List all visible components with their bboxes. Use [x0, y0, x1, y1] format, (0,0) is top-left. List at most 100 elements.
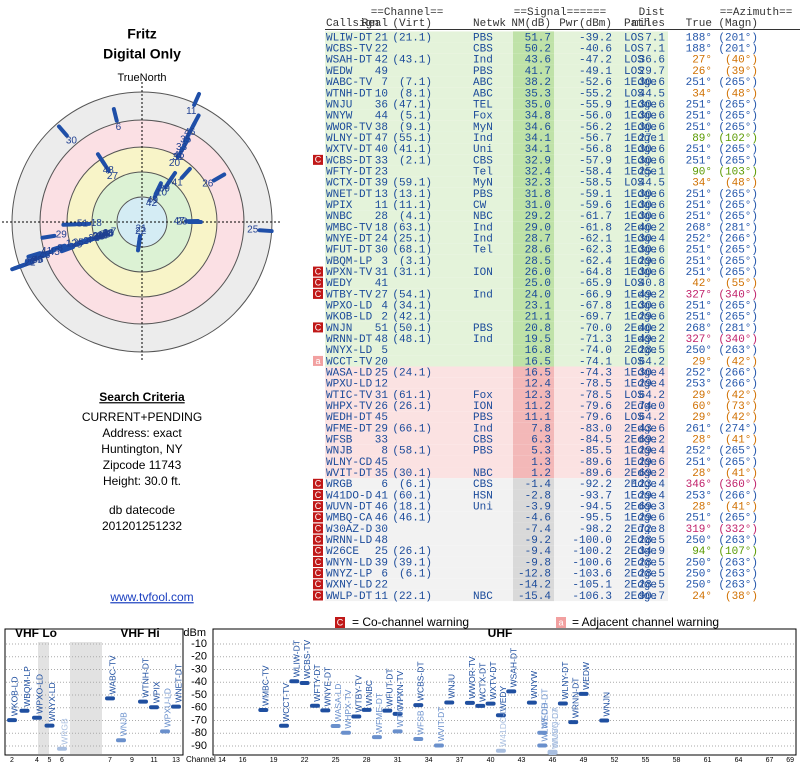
db-label: db datecode [109, 503, 175, 517]
station-label: WLNY-CD [539, 703, 549, 742]
column-header: Real [362, 18, 388, 30]
criteria: Address: exact [102, 426, 182, 440]
cell: -15.4 [518, 591, 551, 603]
row-bg [325, 445, 668, 456]
x-tick-label: 34 [425, 757, 433, 764]
station-label: WPXO-LD [34, 674, 44, 714]
station-label: WFSB [416, 710, 426, 735]
warning-mark: a [315, 356, 320, 366]
warning-mark: C [315, 557, 322, 567]
signal-mark [57, 747, 67, 751]
signal-mark [279, 724, 289, 728]
y-tick-label: -60 [191, 702, 207, 714]
y-tick-label: -30 [191, 663, 207, 675]
signal-mark [568, 720, 578, 724]
signal-mark [258, 708, 268, 712]
channel-label: 46 [184, 127, 196, 138]
signal-mark [341, 731, 351, 735]
warning-mark: C [315, 546, 322, 556]
column-header: (Virt) [392, 18, 432, 30]
station-label: WRNN-DT [570, 678, 580, 719]
x-tick-label: 58 [673, 757, 681, 764]
channel-label: 51 [77, 219, 89, 230]
station-label: WSAH-DT [508, 648, 518, 688]
x-tick-label: 43 [518, 757, 526, 764]
cell: 90.7 [639, 591, 665, 603]
warning-mark: C [315, 568, 322, 578]
x-tick-label: 31 [394, 757, 402, 764]
link[interactable]: www.tvfool.com [109, 590, 193, 604]
warning-mark: C [315, 289, 322, 299]
station-label: WASA-LD [333, 684, 343, 722]
warning-mark: C [315, 322, 322, 332]
station-label: WNYX-LD [47, 682, 57, 721]
vhf-lo-label: VHF Lo [15, 626, 57, 640]
signal-bar [138, 238, 140, 250]
criteria: Height: 30.0 ft. [103, 474, 181, 488]
station-label: WEDW [581, 662, 591, 690]
x-label: Channel [186, 755, 216, 764]
station-label: WVIT-DT [436, 707, 446, 742]
station-label: WNJU [447, 674, 457, 699]
station-label: WCCT-TV [281, 683, 291, 722]
x-tick-label: 61 [704, 757, 712, 764]
signal-mark [7, 718, 17, 722]
column-header: NM(dB) [511, 18, 551, 30]
signal-mark [331, 724, 341, 728]
signal-mark [465, 701, 475, 705]
signal-mark [496, 749, 506, 753]
x-tick-label: 2 [10, 757, 14, 764]
station-label: WLIW-DT [292, 640, 302, 677]
x-tick-label: 19 [270, 757, 278, 764]
x-tick-label: 5 [48, 757, 52, 764]
x-tick-label: 40 [487, 757, 495, 764]
criteria: CURRENT+PENDING [82, 410, 202, 424]
signal-mark [413, 703, 423, 707]
channel-label: 23 [176, 217, 188, 228]
station-label: WPIX [151, 681, 161, 703]
signal-mark [527, 701, 537, 705]
channel-label: 29 [56, 229, 68, 240]
x-tick-label: 11 [150, 757, 157, 764]
warning-mark: C [315, 155, 322, 165]
signal-mark [45, 724, 55, 728]
y-tick-label: -70 [191, 714, 207, 726]
warning-mark: C [315, 278, 322, 288]
station-label: WCBS-TV [302, 639, 312, 679]
warning-mark: C [315, 490, 322, 500]
station-label: WXTV-DT [488, 661, 498, 699]
row-bg [325, 568, 668, 579]
channel-label: 22 [24, 257, 36, 268]
x-tick-label: 37 [456, 757, 464, 764]
station-label: WNJN [601, 692, 611, 717]
x-tick-label: 67 [766, 757, 774, 764]
station-label: WMBQ-CA [550, 707, 560, 749]
signal-mark [310, 704, 320, 708]
row-bg [325, 478, 668, 489]
signal-mark [289, 679, 299, 683]
signal-mark [32, 716, 42, 720]
station-label: WHPX-TV [343, 689, 353, 729]
channel-label: 18 [91, 218, 103, 229]
y-tick-label: -50 [191, 689, 207, 701]
signal-bar [194, 94, 199, 105]
cell: 24° [692, 591, 712, 603]
signal-mark [300, 681, 310, 685]
signal-mark [558, 702, 568, 706]
signal-bar [114, 109, 117, 121]
cell: -106.3 [572, 591, 612, 603]
station-label: WMBC-TV [261, 665, 271, 706]
column-header: Netwk [473, 18, 506, 30]
station-label: WNET-DT [173, 664, 183, 703]
signal-mark [372, 735, 382, 739]
uhf-label: UHF [488, 626, 513, 640]
channel-label: 26 [202, 179, 214, 190]
station-label: WNYE-DT [323, 667, 333, 707]
channel-label: 41 [172, 178, 184, 189]
criteria-title: Search Criteria [99, 390, 185, 404]
channel-label: 12 [66, 238, 78, 249]
station-label: W41DO-D [498, 708, 508, 747]
station-label: WWOR-TV [467, 656, 477, 699]
